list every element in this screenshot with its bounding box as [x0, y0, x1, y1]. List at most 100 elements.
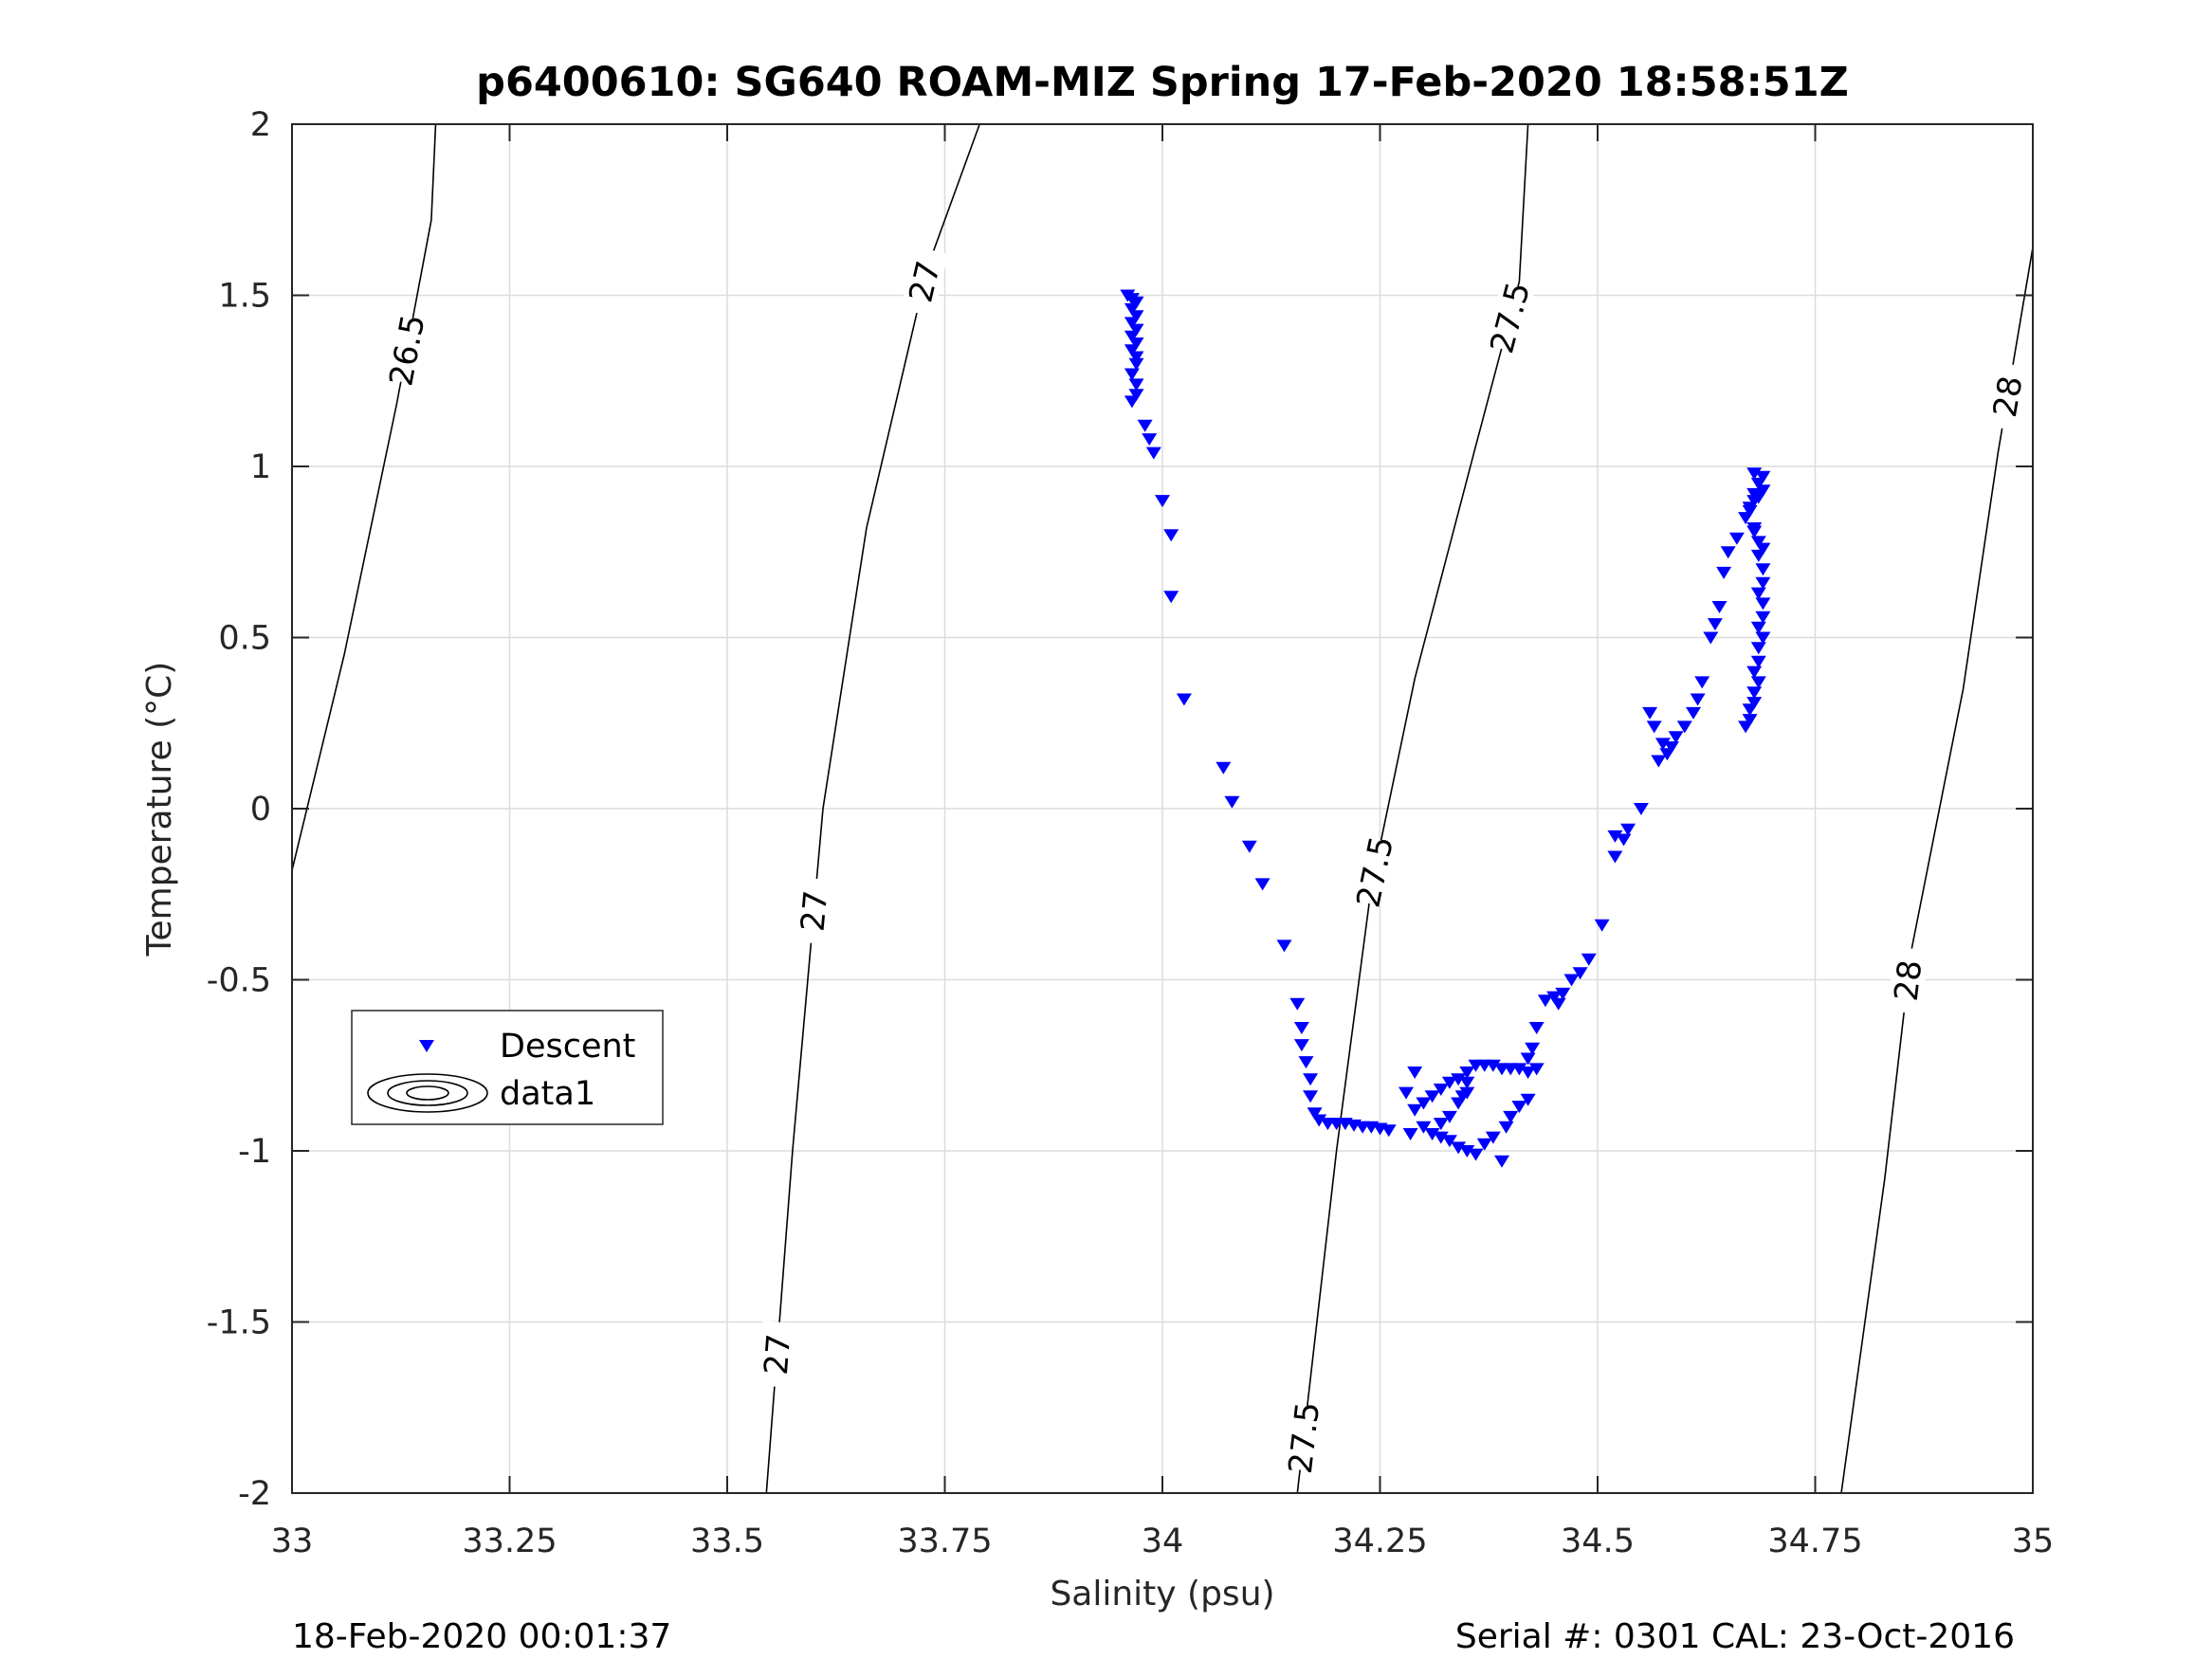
descent-point: [1594, 919, 1610, 932]
y-tick-label: 0.5: [218, 620, 271, 658]
legend-descent-label: Descent: [500, 1028, 635, 1066]
descent-point: [1307, 1107, 1323, 1121]
x-tick-label: 33.25: [462, 1522, 557, 1560]
descent-point: [1303, 1090, 1319, 1103]
contour-line-26.5: [291, 123, 437, 871]
descent-point: [1520, 1093, 1536, 1106]
contour-label: 28: [1986, 374, 2031, 420]
contour-line-27.5: [1296, 123, 1529, 1494]
descent-point: [1303, 1073, 1319, 1086]
descent-point: [1398, 1086, 1414, 1100]
x-axis-ticks: 33 33.25 33.5 33.75 34 34.25 34.5 34.75 35: [271, 124, 2055, 1560]
contour-label-bg: [1485, 282, 1535, 354]
x-tick-label: 33: [271, 1522, 314, 1560]
contour-label: 26.5: [382, 312, 432, 390]
descent-point: [1528, 1063, 1545, 1076]
descent-point: [1485, 1059, 1501, 1072]
descent-point: [1755, 576, 1771, 590]
descent-point: [1746, 467, 1763, 481]
descent-point: [1128, 323, 1144, 337]
descent-point: [1711, 601, 1728, 613]
descent-point: [1459, 1086, 1475, 1100]
contour-label: 27: [795, 889, 836, 934]
descent-point: [1128, 389, 1144, 402]
legend: Descent data1: [351, 1010, 664, 1125]
descent-point: [1433, 1118, 1449, 1131]
contour-label: 27.5: [1282, 1400, 1327, 1476]
descent-point: [1755, 597, 1771, 611]
contour-label: 27.5: [1483, 279, 1538, 357]
descent-point: [1485, 1131, 1501, 1144]
descent-point: [1137, 419, 1153, 432]
y-tick-label: -1.5: [207, 1304, 271, 1342]
descent-point: [1546, 991, 1563, 1004]
descent-point: [1694, 676, 1710, 689]
descent-point: [1128, 351, 1144, 364]
contour-label-group: 27: [758, 1321, 798, 1388]
grid: [291, 123, 2034, 1494]
contour-label-group: 26.5: [382, 312, 432, 390]
descent-point: [1163, 591, 1179, 604]
contour-label-group: 28: [1887, 946, 1930, 1015]
x-tick-label: 34.75: [1767, 1522, 1862, 1560]
descent-point: [1746, 522, 1763, 535]
y-tick-label: -0.5: [207, 962, 271, 1000]
descent-point: [1511, 1101, 1527, 1114]
descent-point: [1746, 487, 1763, 501]
footer-timestamp: 18-Feb-2020 00:01:37: [292, 1617, 671, 1656]
descent-point: [1293, 1022, 1309, 1034]
descent-point: [1433, 1084, 1449, 1096]
legend-contour-icon: [367, 1073, 488, 1113]
descent-point: [1746, 686, 1763, 700]
descent-point: [1537, 994, 1553, 1008]
descent-point: [1633, 803, 1649, 815]
descent-point: [1607, 830, 1623, 843]
descent-point: [1468, 1148, 1484, 1161]
descent-point: [1728, 532, 1745, 545]
descent-point: [1293, 1039, 1309, 1052]
contour-line-28: [1840, 246, 2034, 1494]
descent-point: [1746, 697, 1763, 710]
contour-label-bg: [384, 315, 430, 386]
descent-point: [1494, 1155, 1509, 1168]
descent-point: [1298, 1056, 1314, 1069]
descent-point: [1128, 378, 1144, 392]
descent-point: [1742, 703, 1758, 717]
descent-point: [1742, 714, 1758, 727]
descent-point: [1686, 706, 1701, 720]
descent-point: [1311, 1114, 1327, 1127]
descent-point: [1416, 1097, 1432, 1110]
descent-point: [1750, 676, 1766, 689]
descent-point: [1750, 536, 1766, 549]
descent-point: [1424, 1090, 1440, 1103]
x-tick-label: 34.25: [1332, 1522, 1427, 1560]
y-axis-label: Temperature (°C): [140, 662, 179, 957]
descent-point: [1441, 1076, 1457, 1089]
chart-title: p6400610: SG640 ROAM-MIZ Spring 17-Feb-2…: [476, 59, 1849, 106]
contour-label-group: 27: [900, 246, 948, 318]
y-tick-label: 1.5: [218, 278, 271, 316]
descent-point: [1520, 1066, 1536, 1079]
descent-point: [1145, 447, 1161, 460]
descent-point: [1476, 1138, 1492, 1151]
legend-data1-label: data1: [500, 1075, 595, 1113]
descent-point: [1416, 1121, 1432, 1134]
contour-label-bg: [1283, 1403, 1325, 1472]
contour-label: 28: [1888, 958, 1930, 1004]
descent-point: [1433, 1131, 1449, 1144]
descent-point: [1755, 542, 1771, 556]
descent-point: [1459, 1076, 1475, 1089]
x-tick-label: 35: [2012, 1522, 2055, 1560]
y-tick-label: 0: [250, 791, 271, 829]
x-tick-label: 34.5: [1561, 1522, 1635, 1560]
descent-point: [1750, 587, 1766, 600]
descent-point: [1124, 317, 1140, 330]
contour-label-group: 28: [1984, 361, 2031, 431]
descent-point: [1498, 1121, 1514, 1134]
descent-point: [1128, 296, 1144, 309]
descent-point: [1441, 1135, 1457, 1148]
descent-point: [1707, 618, 1723, 631]
contour-label: 27: [902, 258, 948, 306]
contour-label-bg: [1887, 946, 1929, 1015]
